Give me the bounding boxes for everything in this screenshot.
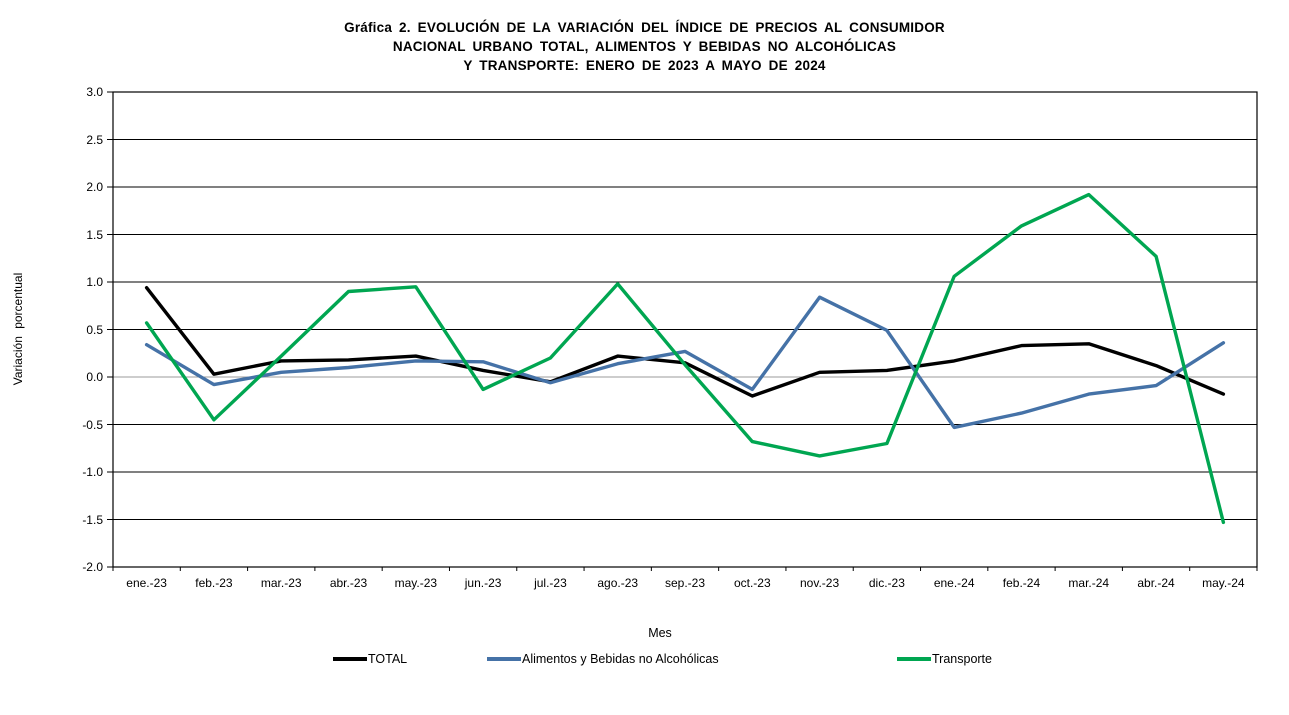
y-tick-label: -1.0 (82, 465, 103, 479)
legend-item-transporte: Transporte (897, 651, 992, 667)
total-line-swatch (333, 657, 367, 661)
alimentos-line (144, 295, 1226, 430)
x-tick-label: ene.-23 (126, 576, 167, 590)
y-tick-label: 2.0 (86, 180, 103, 194)
x-tick-label: abr.-23 (329, 576, 368, 590)
x-tick-label: dic.-23 (868, 576, 905, 590)
y-tick-label: -0.5 (82, 417, 103, 432)
y-axis-title: Variación porcentual (11, 272, 25, 386)
x-tick-label: feb.-24 (1002, 576, 1041, 590)
x-tick-label: abr.-24 (1137, 576, 1175, 590)
total-line (144, 286, 1226, 398)
x-tick-label: sep.-23 (664, 576, 706, 590)
y-tick-label: 0.0 (86, 370, 103, 384)
chart-title-line-2: NACIONAL URBANO TOTAL, ALIMENTOS Y BEBID… (392, 39, 897, 54)
x-tick-label: may.-23 (394, 576, 438, 590)
y-tick-label: -1.5 (82, 512, 103, 527)
y-tick-label: 3.0 (86, 85, 103, 99)
x-tick-label: may.-24 (1202, 576, 1245, 590)
x-tick-label: mar.-24 (1068, 576, 1110, 590)
y-tick-label: 2.5 (86, 132, 103, 147)
y-tick-label: -2.0 (82, 560, 103, 574)
x-tick-label: mar.-23 (260, 576, 302, 590)
transporte-line-swatch (897, 657, 931, 661)
x-tick-label: oct.-23 (733, 576, 771, 590)
y-tick-label: 1.5 (86, 227, 103, 242)
legend-label-alimentos: Alimentos y Bebidas no Alcohólicas (522, 652, 719, 666)
chart-title-line-3: Y TRANSPORTE: ENERO DE 2023 A MAYO DE 20… (463, 58, 826, 73)
x-tick-label: nov.-23 (800, 576, 840, 590)
legend-label-transporte: Transporte (932, 652, 992, 666)
x-axis-title: Mes (648, 626, 672, 640)
x-tick-label: jun.-23 (464, 576, 502, 590)
legend-item-alimentos: Alimentos y Bebidas no Alcohólicas (487, 651, 719, 667)
chart-title-line-1: Gráfica 2. EVOLUCIÓN DE LA VARIACIÓN DEL… (344, 20, 945, 35)
y-tick-label: 0.5 (86, 322, 103, 337)
x-tick-label: ago.-23 (597, 576, 639, 590)
transporte-line (144, 192, 1226, 525)
x-tick-label: feb.-23 (195, 576, 233, 590)
legend-label-total: TOTAL (368, 652, 408, 666)
x-tick-label: jul.-23 (534, 576, 567, 590)
chart-title: Gráfica 2. EVOLUCIÓN DE LA VARIACIÓN DEL… (0, 18, 1289, 75)
legend-item-total: TOTAL (333, 651, 407, 667)
plot-border (112, 91, 1258, 568)
x-tick-label: ene.-24 (933, 576, 975, 590)
alimentos-line-swatch (487, 657, 521, 661)
y-tick-label: 1.0 (86, 275, 103, 289)
